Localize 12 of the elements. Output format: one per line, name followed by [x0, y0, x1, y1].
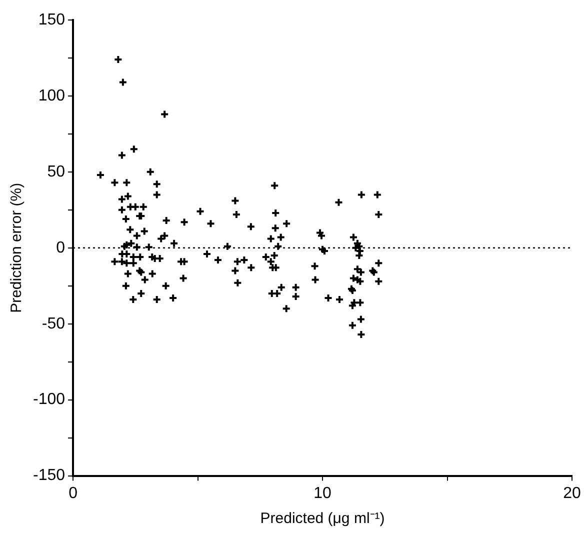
x-tick-label: 20 [563, 484, 581, 502]
y-tick-label: 100 [38, 87, 66, 104]
y-tick-label: -50 [42, 315, 66, 332]
y-axis-title: Prediction error (%) [8, 182, 26, 313]
x-tick-label: 0 [68, 484, 78, 502]
x-axis-title: Predicted (μg ml⁻¹) [260, 510, 385, 528]
y-tick-label: 0 [56, 239, 66, 256]
y-tick-label: 50 [47, 163, 66, 180]
x-tick-label: 10 [314, 484, 332, 502]
y-tick-label: -100 [32, 391, 66, 408]
y-tick-label: 150 [38, 11, 66, 28]
y-tick-label: -150 [32, 467, 66, 484]
